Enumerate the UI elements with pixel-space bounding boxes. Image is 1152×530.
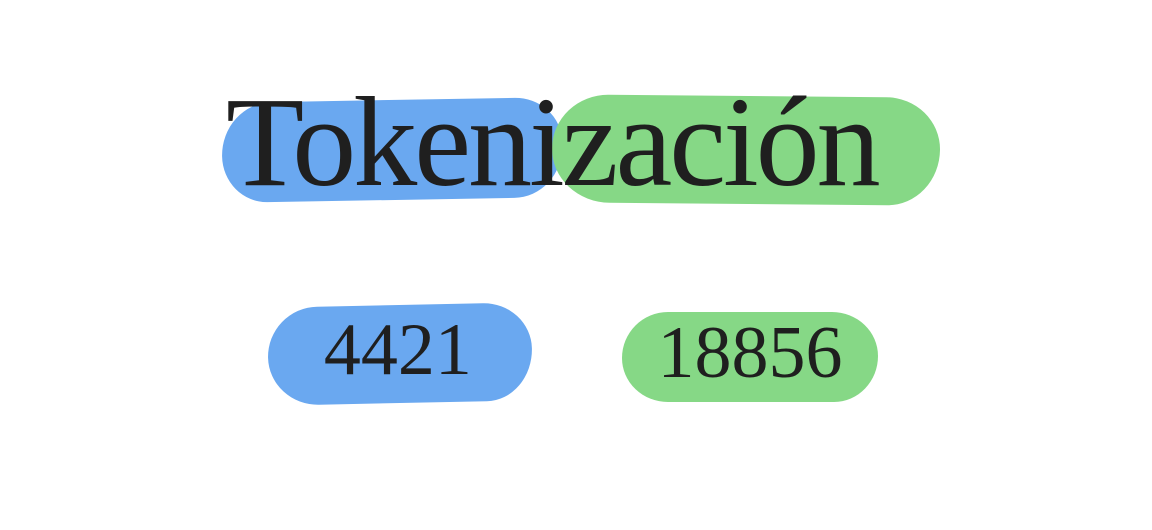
token-1-id-pill: 4421 (267, 302, 533, 406)
word-text: Tokenización (226, 62, 956, 222)
token-2-id-pill: 18856 (622, 312, 878, 402)
tokenized-word: Tokenización (0, 60, 1152, 220)
token-1-text: Token (226, 71, 532, 213)
token-2-text: ización (529, 71, 881, 213)
token-1-id: 4421 (323, 309, 472, 392)
token-2-id: 18856 (657, 312, 843, 394)
